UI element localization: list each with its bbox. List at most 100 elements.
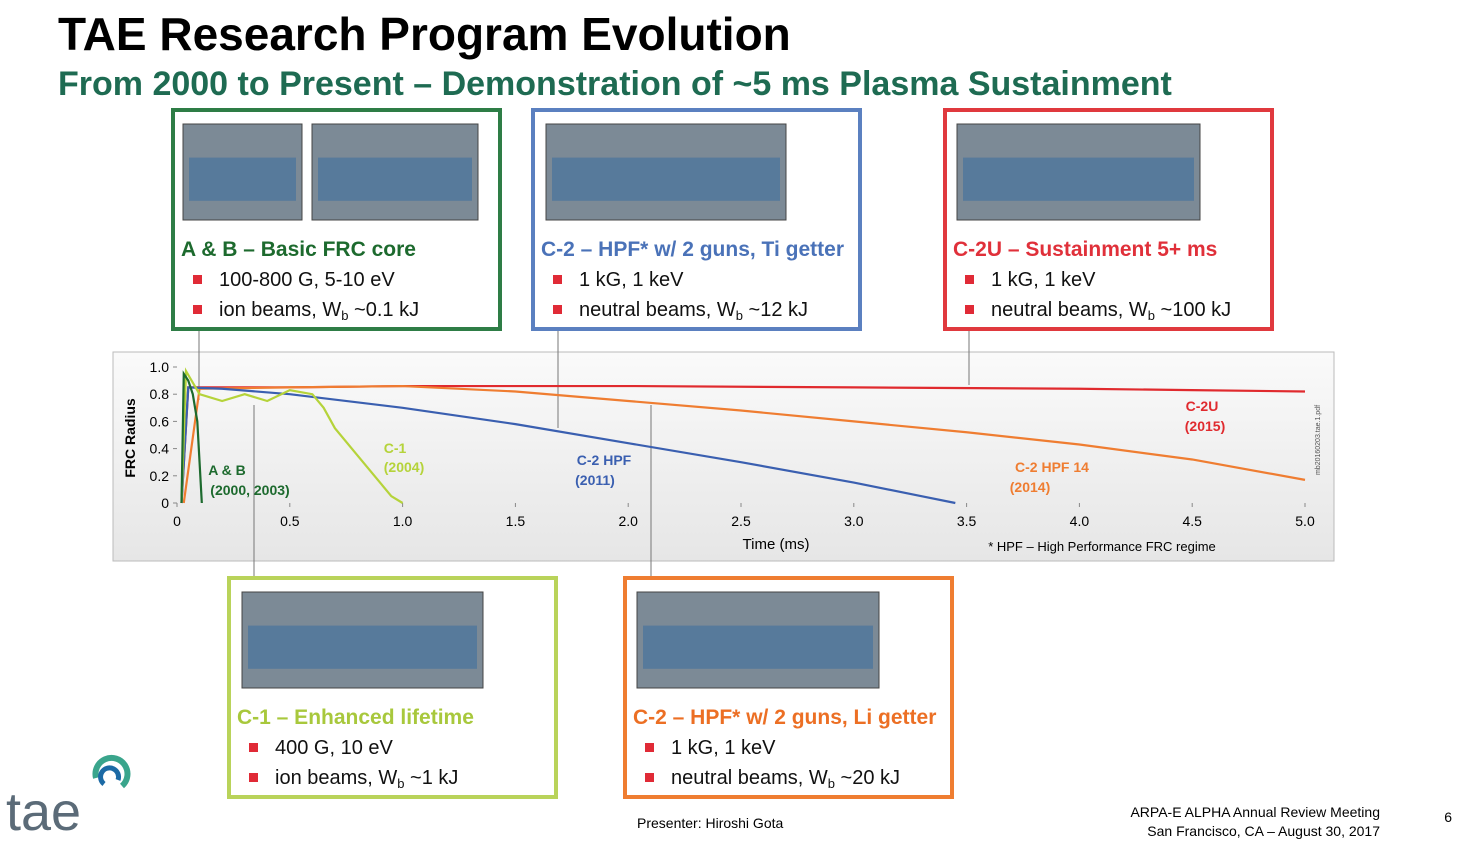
x-tick-label: 0.5 xyxy=(280,513,300,529)
chart: 0 0.2 0.4 0.6 0.8 1.0 0 0.5 1.0 1.5 2.0 2.5 3.0 3.5 4.… xyxy=(122,330,1322,578)
x-tick-label: 4.0 xyxy=(1070,513,1090,529)
y-tick-label: 1.0 xyxy=(150,359,170,375)
y-tick-label: 0.6 xyxy=(150,413,170,429)
box-title: C-2 – HPF* w/ 2 guns, Ti getter xyxy=(541,238,844,261)
bullet-text: 1 kG, 1 keV xyxy=(671,737,776,759)
bullet-sub: b xyxy=(736,308,743,323)
footnote: * HPF – High Performance FRC regime xyxy=(988,539,1216,554)
bullet-main: neutral beams, W xyxy=(991,299,1148,321)
series-label: A & B xyxy=(208,462,246,478)
photo-detail xyxy=(963,157,1194,201)
bullet-main: ion beams, W xyxy=(219,299,341,321)
series-label: C-1 xyxy=(384,440,407,456)
bullet-sub: b xyxy=(341,308,348,323)
bullet-text: 1 kG, 1 keV xyxy=(579,269,684,291)
box-title: C-2U – Sustainment 5+ ms xyxy=(953,238,1217,261)
series-label: C-2 HPF xyxy=(577,452,632,468)
logo-swirl xyxy=(92,754,131,789)
x-tick-label: 4.5 xyxy=(1182,513,1202,529)
x-tick-label: 2.5 xyxy=(731,513,751,529)
meeting: ARPA-E ALPHA Annual Review Meeting xyxy=(1130,804,1380,820)
photo-detail xyxy=(643,625,873,669)
bullet-marker xyxy=(965,275,974,284)
slide-subtitle: From 2000 to Present – Demonstration of … xyxy=(58,65,1172,103)
logo: tae xyxy=(6,754,131,842)
bullet-text: neutral beams, Wb ~12 kJ xyxy=(579,299,808,323)
bullet-text: 400 G, 10 eV xyxy=(275,737,394,759)
y-tick-label: 0.4 xyxy=(150,441,170,457)
x-tick-label: 3.0 xyxy=(844,513,864,529)
location: San Francisco, CA – August 30, 2017 xyxy=(1147,823,1380,839)
bullet-main: 400 G, 10 eV xyxy=(275,737,394,759)
bullet-rest: ~1 kJ xyxy=(405,767,459,789)
x-axis-label: Time (ms) xyxy=(743,536,810,553)
bullet-rest: ~20 kJ xyxy=(835,767,900,789)
bullet-main: 1 kG, 1 keV xyxy=(991,269,1096,291)
x-tick-label: 1.0 xyxy=(393,513,413,529)
bullet-sub: b xyxy=(828,776,835,791)
bullet-marker xyxy=(249,773,258,782)
side-note: mb20160203.tae.1.pdf xyxy=(1315,405,1322,475)
box-title: C-1 – Enhanced lifetime xyxy=(237,706,474,729)
bullet-main: ion beams, W xyxy=(275,767,397,789)
bullet-sub: b xyxy=(397,776,404,791)
bullet-text: ion beams, Wb ~0.1 kJ xyxy=(219,299,419,323)
bullet-text: 1 kG, 1 keV xyxy=(991,269,1096,291)
bullet-marker xyxy=(193,275,202,284)
chart-panel xyxy=(112,351,1335,562)
x-tick-label: 5.0 xyxy=(1295,513,1315,529)
photo-detail xyxy=(248,625,477,669)
y-tick-label: 0.8 xyxy=(150,386,170,402)
bullet-text: 100-800 G, 5-10 eV xyxy=(219,269,395,291)
series-label: C-2U xyxy=(1186,398,1219,414)
bullet-main: 100-800 G, 5-10 eV xyxy=(219,269,395,291)
series-period: (2000, 2003) xyxy=(210,482,289,498)
bullet-marker xyxy=(193,305,202,314)
bullet-marker xyxy=(553,275,562,284)
series-period: (2015) xyxy=(1185,418,1225,434)
logo-swirl xyxy=(98,765,122,786)
page-number: 6 xyxy=(1444,809,1452,825)
series-line xyxy=(180,370,203,504)
series-period: (2014) xyxy=(1010,479,1050,495)
photo-detail xyxy=(552,157,780,201)
bullet-rest: ~0.1 kJ xyxy=(349,299,420,321)
presenter: Presenter: Hiroshi Gota xyxy=(637,815,783,831)
bullet-sub: b xyxy=(1148,308,1155,323)
bullet-main: neutral beams, W xyxy=(579,299,736,321)
bullet-rest: ~100 kJ xyxy=(1155,299,1231,321)
bullet-rest: ~12 kJ xyxy=(743,299,808,321)
bullet-main: 1 kG, 1 keV xyxy=(579,269,684,291)
bullet-main: 1 kG, 1 keV xyxy=(671,737,776,759)
bullet-marker xyxy=(645,773,654,782)
bullet-marker xyxy=(553,305,562,314)
boxes: A & B – Basic FRC core 100-800 G, 5-10 eV… xyxy=(171,108,1274,799)
series-line xyxy=(180,386,956,505)
y-axis-label: FRC Radius xyxy=(122,398,138,478)
series-label: C-2 HPF 14 xyxy=(1015,459,1089,475)
box-title: C-2 – HPF* w/ 2 guns, Li getter xyxy=(633,706,936,729)
series-period: (2011) xyxy=(575,472,615,488)
bullet-marker xyxy=(965,305,974,314)
bullet-text: neutral beams, Wb ~20 kJ xyxy=(671,767,900,791)
x-tick-label: 0 xyxy=(173,513,181,529)
x-tick-label: 1.5 xyxy=(506,513,526,529)
y-tick-label: 0 xyxy=(161,495,169,511)
bullet-text: ion beams, Wb ~1 kJ xyxy=(275,767,458,791)
bullet-marker xyxy=(249,743,258,752)
series-line xyxy=(182,384,1306,504)
series-line xyxy=(180,367,404,504)
slide-title: TAE Research Program Evolution xyxy=(58,8,791,60)
bullet-main: neutral beams, W xyxy=(671,767,828,789)
bullet-text: neutral beams, Wb ~100 kJ xyxy=(991,299,1231,323)
photo-detail xyxy=(189,157,296,201)
x-tick-label: 2.0 xyxy=(618,513,638,529)
x-tick-label: 3.5 xyxy=(957,513,977,529)
logo-text: tae xyxy=(6,782,81,842)
photo-detail xyxy=(318,157,472,201)
series-period: (2004) xyxy=(384,459,424,475)
box-title: A & B – Basic FRC core xyxy=(181,238,416,261)
y-tick-label: 0.2 xyxy=(150,468,170,484)
bullet-marker xyxy=(645,743,654,752)
